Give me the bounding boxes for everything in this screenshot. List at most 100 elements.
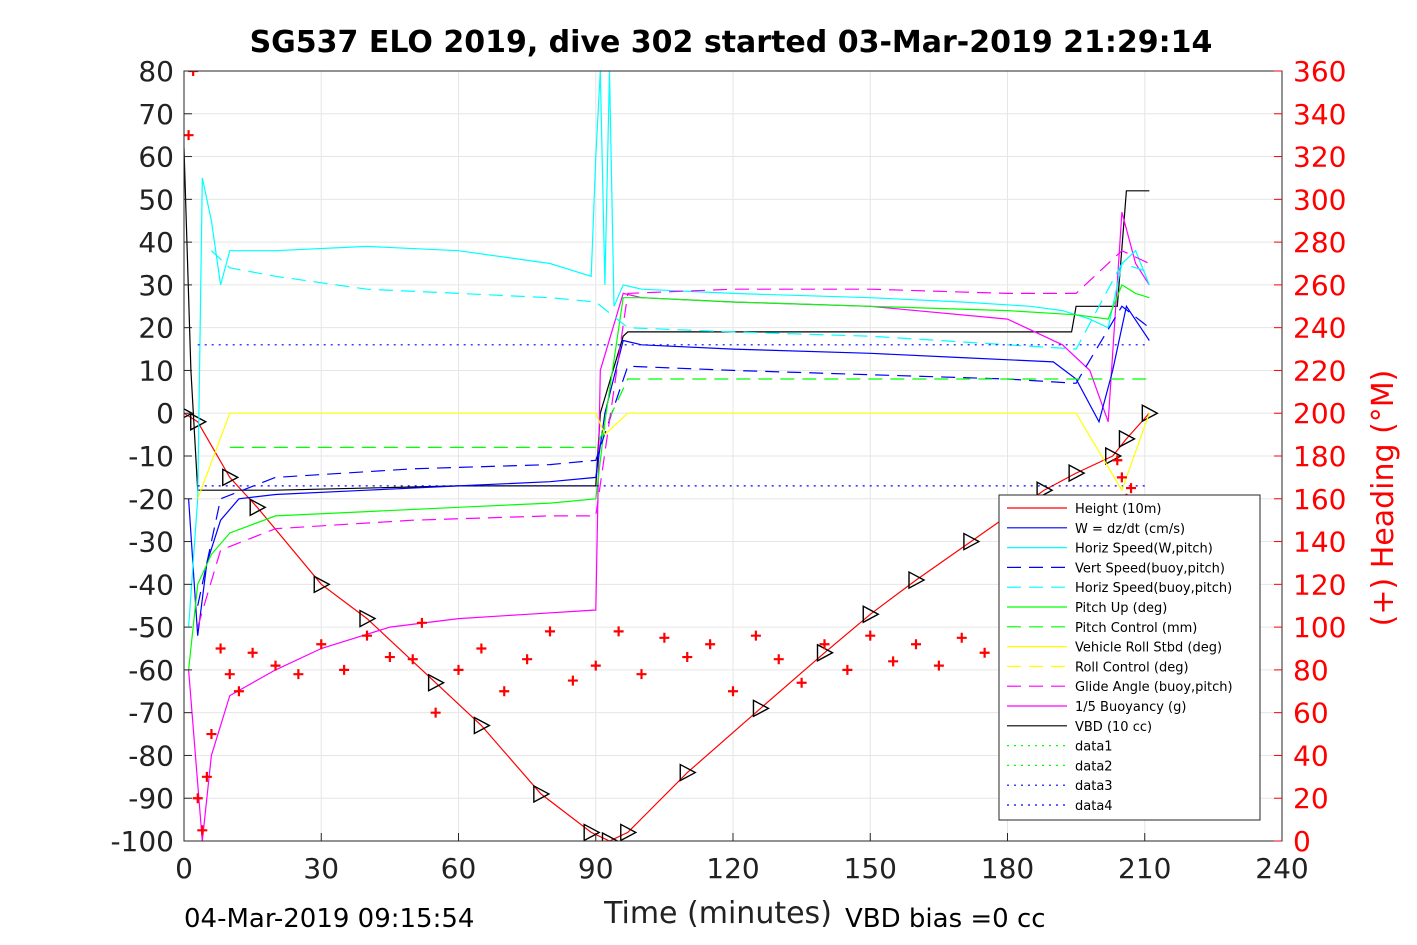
legend-label: data1 [1075, 740, 1113, 755]
y-right-tick-label: 60 [1293, 697, 1329, 730]
heading-point-37 [865, 630, 876, 641]
heading-point-24 [567, 675, 578, 686]
height-marker-12 [679, 763, 697, 782]
height-marker-10 [601, 831, 619, 841]
heading-point-10 [270, 660, 281, 671]
heading-point-32 [750, 630, 761, 641]
heading-point-23 [545, 626, 555, 637]
legend-label: Pitch Control (mm) [1075, 621, 1197, 636]
heading-point-19 [453, 664, 464, 675]
heading-point-2 [192, 793, 203, 804]
legend-label: Glide Angle (buoy,pitch) [1075, 680, 1233, 695]
heading-point-33 [773, 654, 784, 665]
bottom-axis: 0 30 60 90 120 150 180 210 240 [175, 833, 1309, 885]
heading-point-9 [247, 647, 258, 658]
heading-point-28 [659, 632, 670, 643]
heading-point-8 [233, 686, 244, 697]
y-tick-label: 50 [138, 183, 174, 216]
y-tick-label: 60 [138, 141, 174, 174]
series-line-3 [188, 304, 1150, 636]
series-line-9 [197, 249, 1150, 628]
height-marker-22 [1118, 429, 1136, 449]
y-right-tick-label: 300 [1293, 183, 1346, 216]
heading-point-15 [384, 652, 395, 663]
y-right-tick-label: 0 [1293, 825, 1311, 858]
y-right-tick-label: 180 [1293, 440, 1346, 473]
series-line-2 [188, 212, 1150, 841]
series-line-7 [210, 250, 1150, 350]
heading-point-51 [1126, 483, 1137, 494]
y-tick-label: -10 [128, 440, 174, 473]
y-right-tick-label: 360 [1293, 55, 1346, 88]
heading-point-18 [430, 707, 441, 718]
heading-point-31 [728, 686, 738, 697]
height-marker-23 [1141, 404, 1159, 423]
heading-point-48 [1112, 455, 1123, 466]
y-right-tick-label: 140 [1293, 526, 1346, 559]
heading-point-7 [224, 669, 235, 680]
y-right-tick-label: 100 [1293, 611, 1346, 644]
x-tick-label: 240 [1255, 852, 1308, 885]
y-tick-label: 70 [138, 98, 174, 131]
heading-point-4 [201, 771, 212, 782]
heading-point-20 [476, 643, 487, 654]
heading-point-11 [293, 669, 304, 680]
heading-point-27 [636, 669, 647, 680]
height-marker-7 [473, 716, 491, 735]
heading-point-41 [956, 632, 967, 643]
legend-label: Pitch Up (deg) [1075, 601, 1167, 616]
y-tick-label: -50 [128, 611, 174, 644]
y-right-tick-label: 280 [1293, 226, 1346, 259]
height-marker-2 [222, 468, 240, 487]
y-right-tick-label: 340 [1293, 98, 1346, 131]
y-tick-label: 30 [138, 269, 174, 302]
chart-title: SG537 ELO 2019, dive 302 started 03-Mar-… [250, 25, 1213, 60]
height-marker-15 [862, 605, 880, 624]
heading-point-49 [1116, 472, 1127, 483]
heading-point-30 [705, 639, 716, 650]
y-right-tick-label: 320 [1293, 141, 1346, 174]
heading-point-25 [590, 660, 601, 671]
y-tick-label: 10 [138, 354, 174, 387]
heading-point-0 [184, 130, 194, 141]
series-line-5 [188, 284, 1150, 670]
series-line-1 [184, 147, 1150, 491]
y-right-tick-label: 40 [1293, 739, 1329, 772]
legend-label: Horiz Speed(buoy,pitch) [1075, 581, 1232, 596]
y-tick-label: -80 [128, 739, 174, 772]
heading-point-22 [522, 654, 533, 665]
heading-point-5 [206, 729, 217, 740]
heading-point-1 [188, 71, 199, 76]
y-tick-label: -70 [128, 697, 174, 730]
legend-label: Horiz Speed(W,pitch) [1075, 542, 1213, 557]
heading-point-17 [416, 617, 427, 628]
y-tick-label: -90 [128, 782, 174, 815]
y-tick-label: -60 [128, 654, 174, 687]
height-marker-13 [752, 699, 770, 718]
x-tick-label: 210 [1118, 852, 1171, 885]
heading-point-16 [407, 654, 418, 665]
footer-vbd-bias: VBD bias =0 cc [845, 904, 1046, 934]
legend-label: Height (10m) [1075, 502, 1161, 517]
heading-point-40 [933, 660, 944, 671]
y-right-tick-label: 260 [1293, 269, 1346, 302]
right-axis-label: (+) Heading (°M) [1366, 370, 1401, 627]
y-tick-label: -40 [128, 568, 174, 601]
height-marker-9 [583, 823, 601, 841]
heading-point-36 [842, 664, 853, 675]
heading-point-42 [979, 647, 990, 658]
y-right-tick-label: 80 [1293, 654, 1329, 687]
heading-point-14 [362, 630, 372, 641]
y-right-tick-label: 220 [1293, 354, 1346, 387]
height-marker-6 [427, 673, 446, 692]
right-axis: 3603403203002802602402202001801601401201… [1274, 55, 1346, 858]
x-tick-label: 0 [175, 852, 193, 885]
y-tick-label: -30 [128, 526, 174, 559]
x-tick-label: 90 [578, 852, 614, 885]
series-line-8 [229, 378, 1150, 448]
y-tick-label: 20 [138, 312, 174, 345]
height-marker-8 [533, 784, 551, 804]
series-line-6 [197, 305, 1150, 606]
y-tick-label: 80 [138, 55, 174, 88]
x-tick-label: 60 [441, 852, 477, 885]
